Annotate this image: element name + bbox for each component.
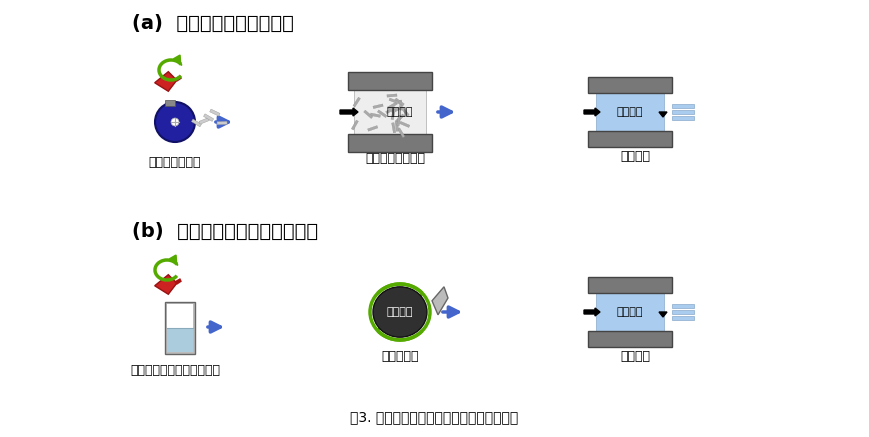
Bar — [386, 107, 395, 114]
Bar — [348, 72, 432, 90]
Bar — [388, 102, 397, 109]
Bar — [395, 121, 399, 132]
Text: 皮むき加工: 皮むき加工 — [381, 350, 419, 363]
Bar — [217, 121, 227, 125]
Bar — [596, 293, 664, 331]
Bar — [203, 114, 214, 121]
Bar — [392, 123, 395, 133]
Bar — [672, 104, 694, 108]
Bar — [368, 125, 378, 131]
Bar — [191, 119, 202, 127]
Text: 半連続鋳造ビレットの作製: 半連続鋳造ビレットの作製 — [130, 364, 220, 377]
Bar — [377, 110, 387, 118]
Bar — [588, 77, 672, 93]
Bar — [398, 128, 405, 138]
Text: 押出形成: 押出形成 — [620, 150, 650, 163]
Bar — [395, 114, 404, 123]
Bar — [672, 304, 694, 308]
Bar — [399, 100, 402, 110]
Polygon shape — [175, 75, 182, 82]
FancyArrow shape — [584, 308, 600, 316]
FancyArrow shape — [584, 108, 600, 116]
Polygon shape — [432, 287, 448, 315]
Bar — [373, 104, 383, 109]
FancyArrow shape — [659, 112, 667, 117]
Bar — [672, 116, 694, 120]
Bar — [354, 90, 426, 134]
Bar — [389, 98, 399, 104]
Bar — [400, 121, 410, 128]
Bar — [363, 110, 373, 118]
Circle shape — [155, 102, 195, 142]
Bar — [588, 277, 672, 293]
Text: ビレット: ビレット — [617, 107, 643, 117]
Bar — [370, 113, 381, 118]
FancyArrow shape — [659, 312, 667, 317]
Bar — [588, 331, 672, 347]
Bar — [391, 107, 401, 113]
Bar — [395, 98, 404, 106]
Bar — [672, 316, 694, 320]
Bar — [167, 304, 193, 352]
Bar — [397, 115, 401, 126]
Circle shape — [171, 118, 179, 126]
Bar — [353, 97, 361, 107]
Text: 急冷薄片の作製: 急冷薄片の作製 — [149, 156, 202, 169]
Text: 予備形成体の作製: 予備形成体の作製 — [365, 152, 425, 165]
Bar — [596, 93, 664, 131]
Text: (b)  鋳造法（ゆっくり固まる）: (b) 鋳造法（ゆっくり固まる） — [132, 222, 318, 241]
FancyArrow shape — [340, 108, 358, 116]
Bar — [672, 110, 694, 114]
Bar — [199, 118, 209, 124]
Bar — [391, 109, 395, 120]
Text: ビレット: ビレット — [387, 107, 414, 117]
Bar — [672, 310, 694, 314]
Ellipse shape — [373, 287, 427, 337]
Bar — [401, 107, 409, 116]
Bar — [167, 328, 193, 352]
Bar — [348, 134, 432, 152]
Text: ビレット: ビレット — [387, 307, 414, 317]
Polygon shape — [155, 72, 176, 91]
Text: ビレット: ビレット — [617, 307, 643, 317]
Bar — [588, 131, 672, 147]
Text: 押出加工: 押出加工 — [620, 350, 650, 363]
Text: (a)  急冷法（速く固まる）: (a) 急冷法（速く固まる） — [132, 14, 294, 33]
Polygon shape — [155, 275, 176, 294]
Text: 図3. 急冷法と鋳造法の製造プロセスの違い: 図3. 急冷法と鋳造法の製造プロセスの違い — [350, 410, 518, 424]
Bar — [351, 120, 358, 130]
Bar — [165, 100, 175, 106]
Bar — [387, 94, 397, 97]
Bar — [165, 302, 195, 354]
Bar — [209, 109, 220, 116]
Polygon shape — [175, 278, 182, 285]
